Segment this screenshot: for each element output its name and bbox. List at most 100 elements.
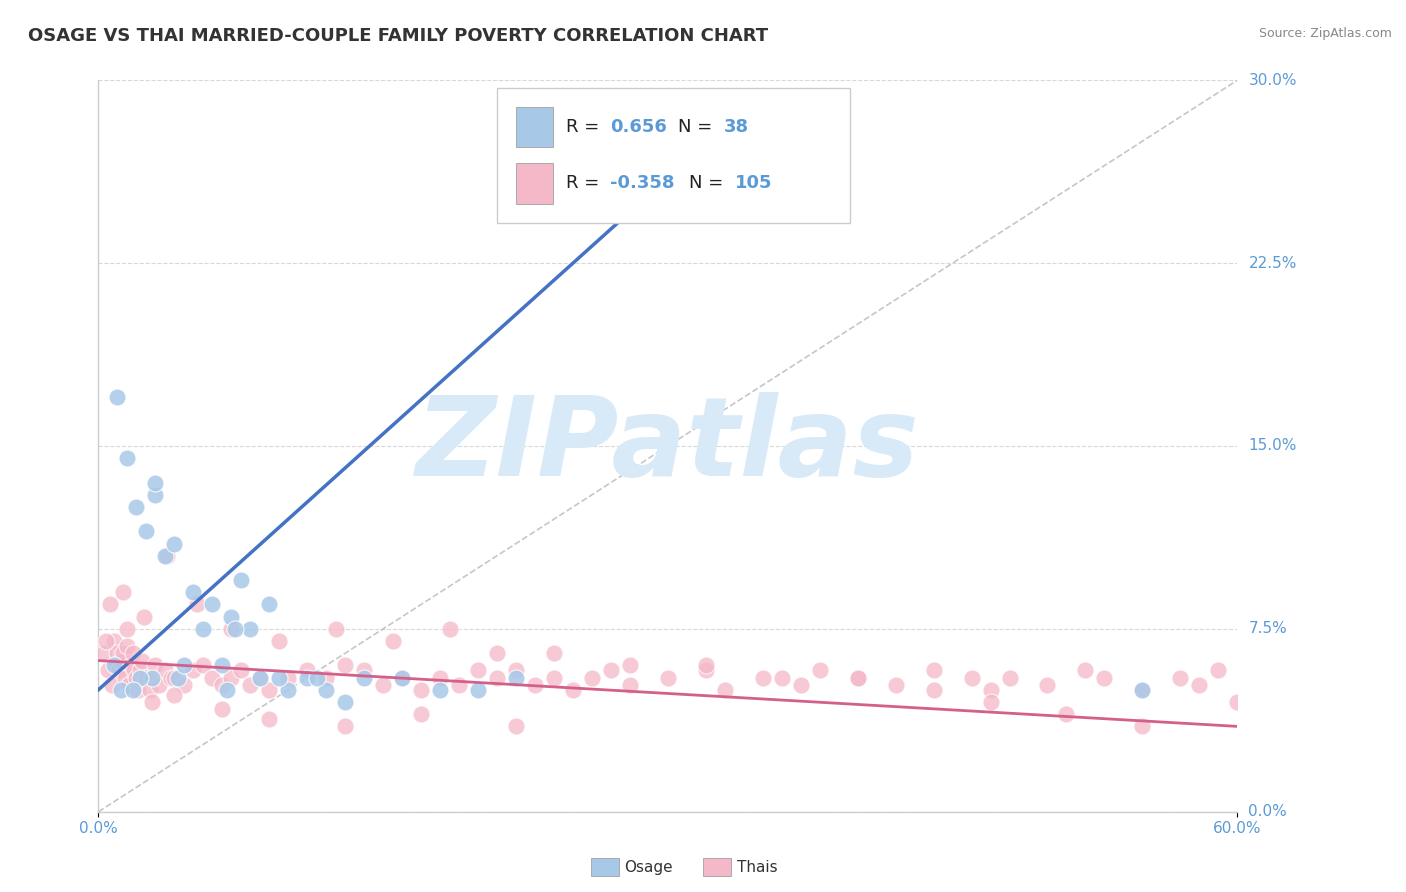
Point [486, 646, 509, 660]
Point [186, 598, 208, 612]
Point [1054, 707, 1078, 722]
Point [1188, 678, 1211, 692]
Point [998, 671, 1021, 685]
Point [153, 663, 176, 677]
Point [1132, 682, 1154, 697]
Text: Thais: Thais [737, 860, 778, 874]
Point [163, 536, 186, 550]
Point [884, 678, 907, 692]
Point [411, 707, 433, 722]
Point [1132, 719, 1154, 733]
Point [108, 663, 131, 677]
Point [1036, 678, 1059, 692]
Point [121, 682, 143, 697]
Text: N =: N = [689, 175, 730, 193]
Point [259, 712, 281, 726]
Text: 105: 105 [735, 175, 772, 193]
Point [191, 622, 214, 636]
Point [381, 634, 404, 648]
Point [201, 671, 224, 685]
Point [439, 622, 461, 636]
Text: 0.656: 0.656 [610, 118, 666, 136]
Point [173, 678, 195, 692]
FancyBboxPatch shape [498, 87, 851, 223]
Point [191, 658, 214, 673]
Text: 30.0%: 30.0% [1249, 73, 1296, 87]
Point [201, 598, 224, 612]
Point [110, 654, 132, 668]
Point [129, 671, 152, 685]
Point [1170, 671, 1192, 685]
Point [619, 678, 641, 692]
Point [657, 671, 679, 685]
Point [770, 671, 793, 685]
Text: ZIPatlas: ZIPatlas [416, 392, 920, 500]
Point [619, 658, 641, 673]
Point [1208, 663, 1230, 677]
Point [371, 678, 394, 692]
Text: -0.358: -0.358 [610, 175, 675, 193]
Point [141, 671, 163, 685]
Point [93, 646, 115, 660]
Point [979, 695, 1001, 709]
Point [486, 671, 509, 685]
Point [505, 719, 527, 733]
Point [267, 671, 290, 685]
Point [695, 658, 717, 673]
Point [505, 663, 527, 677]
Bar [516, 163, 553, 203]
Point [145, 475, 167, 490]
Point [135, 524, 157, 539]
Point [581, 671, 603, 685]
Point [447, 678, 470, 692]
Text: Osage: Osage [624, 860, 673, 874]
Point [97, 663, 120, 677]
Point [411, 682, 433, 697]
Text: 7.5%: 7.5% [1249, 622, 1286, 636]
Point [249, 671, 271, 685]
Text: R =: R = [567, 175, 606, 193]
Point [135, 671, 157, 685]
Point [107, 646, 129, 660]
Point [922, 663, 945, 677]
Point [391, 671, 413, 685]
Point [429, 671, 451, 685]
Point [695, 663, 717, 677]
Point [118, 678, 141, 692]
Point [714, 682, 737, 697]
Bar [516, 107, 553, 147]
Point [221, 609, 243, 624]
Point [110, 682, 132, 697]
Point [305, 671, 328, 685]
Point [173, 658, 195, 673]
Point [391, 671, 413, 685]
Text: R =: R = [567, 118, 606, 136]
Point [103, 658, 125, 673]
Point [790, 678, 813, 692]
Point [524, 678, 547, 692]
Text: OSAGE VS THAI MARRIED-COUPLE FAMILY POVERTY CORRELATION CHART: OSAGE VS THAI MARRIED-COUPLE FAMILY POVE… [28, 27, 768, 45]
Point [163, 688, 186, 702]
Point [124, 663, 146, 677]
Text: 38: 38 [724, 118, 749, 136]
Point [429, 682, 451, 697]
Point [112, 646, 135, 660]
Point [562, 682, 585, 697]
Point [145, 488, 167, 502]
Point [277, 671, 299, 685]
Point [335, 658, 357, 673]
Point [467, 682, 489, 697]
Point [229, 663, 252, 677]
Point [211, 678, 233, 692]
Point [259, 598, 281, 612]
Point [353, 663, 375, 677]
Point [960, 671, 983, 685]
Point [125, 671, 148, 685]
Point [979, 682, 1001, 697]
Point [267, 634, 290, 648]
Point [467, 663, 489, 677]
Point [132, 609, 155, 624]
Point [543, 671, 565, 685]
Point [107, 390, 129, 404]
Point [229, 573, 252, 587]
